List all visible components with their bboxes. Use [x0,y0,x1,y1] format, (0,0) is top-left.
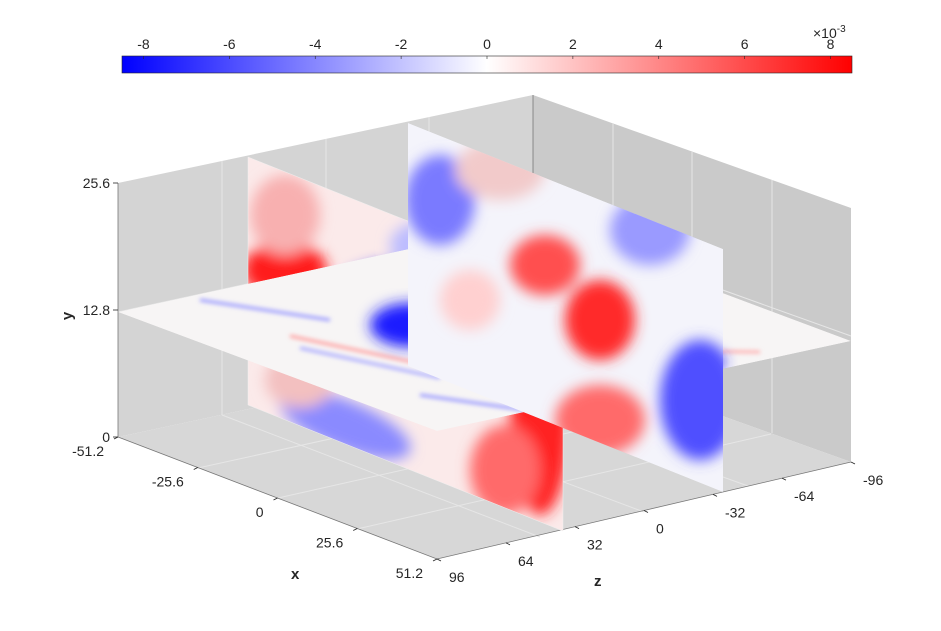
colorbar-exponent: ×10-3 [813,24,846,41]
axis-ticks: -51.2 -25.6 0 25.6 51.2 96 64 32 0 -32 -64 -96 0 12.8… [72,175,883,585]
y-tick-label: 25.6 [83,175,110,191]
colorbar-tick-label: -8 [137,36,150,52]
z-tick-mark [574,526,580,530]
colorbar: -8 -6 -4 -2 0 2 4 6 8 ×10-3 [121,24,853,74]
z-tick-mark [781,477,787,481]
x-tick-label: 0 [256,504,264,520]
x-tick-label: 51.2 [396,565,423,581]
x-tick-label: -25.6 [152,474,184,490]
colorbar-tick-label: -2 [395,36,408,52]
z-tick-label: -64 [794,488,814,504]
y-tick-label: 12.8 [83,302,110,318]
colorbar-tick-label: 0 [483,36,491,52]
x-tick-label: -51.2 [72,443,104,459]
x-axis-label: x [291,566,300,583]
slice-z-minus-48 [408,123,723,492]
z-tick-label: 0 [656,521,664,537]
z-tick-mark [505,542,511,546]
y-tick-label: 0 [102,429,110,445]
colorbar-tick-label: 4 [655,36,663,52]
z-tick-mark [436,558,442,562]
colorbar-tick-label: 2 [569,36,577,52]
z-tick-mark [643,510,649,513]
x-tick-mark [193,467,198,470]
z-tick-label: 96 [449,569,465,585]
z-tick-mark [712,493,718,497]
colorbar-tick-label: 6 [741,36,749,52]
x-tick-mark [432,558,438,562]
x-tick-mark [353,528,358,531]
z-tick-label: -96 [863,472,883,488]
y-axis-label: y [59,311,76,320]
colorbar-tick-label: -4 [309,36,322,52]
x-tick-mark [273,497,278,501]
z-tick-label: -32 [725,504,745,520]
colorbar-tick-label: -6 [223,36,236,52]
x-tick-label: 25.6 [316,535,343,551]
z-tick-mark [850,461,856,465]
z-axis-label: z [594,573,602,590]
colorbar-tick-label: 8 [827,36,835,52]
z-tick-label: 32 [587,537,603,553]
z-tick-label: 64 [518,553,534,569]
colorbar-ticks: -8 -6 -4 -2 0 2 4 6 8 [137,36,835,59]
